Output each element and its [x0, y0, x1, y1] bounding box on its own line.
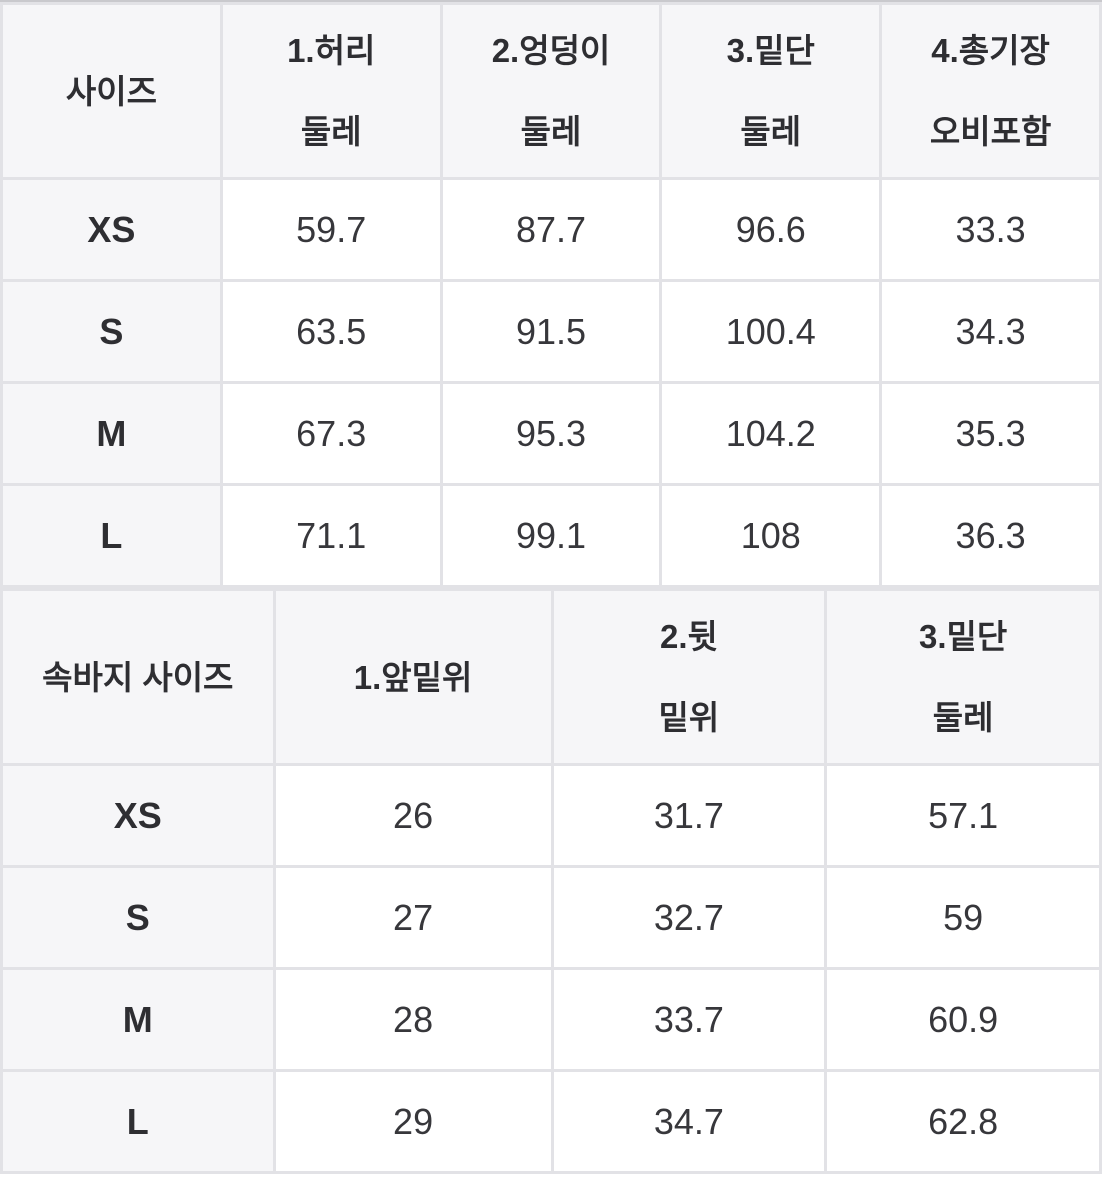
measurement-cell: 33.7: [550, 967, 828, 1072]
row-size-label: M: [0, 967, 276, 1072]
measurement-cell: 108: [659, 483, 883, 588]
row-size-label: M: [0, 381, 223, 486]
measurement-cell: 32.7: [550, 865, 828, 970]
measurement-cell: 60.9: [824, 967, 1102, 1072]
row-size-label: XS: [0, 177, 223, 282]
measurement-cell: 59.7: [219, 177, 443, 282]
measurement-cell: 99.1: [439, 483, 663, 588]
measurement-cell: 100.4: [659, 279, 883, 384]
table-row: S 63.5 91.5 100.4 34.3: [0, 279, 1102, 384]
inner-shorts-size-table: 속바지 사이즈 1.앞밑위 2.뒷 밑위 3.밑단 둘레 XS 26 31.7 …: [0, 588, 1102, 1174]
column-header-front-rise: 1.앞밑위: [272, 588, 554, 766]
measurement-cell: 96.6: [659, 177, 883, 282]
measurement-cell: 26: [272, 763, 554, 868]
measurement-cell: 63.5: [219, 279, 443, 384]
measurement-cell: 104.2: [659, 381, 883, 486]
column-header-hem: 3.밑단 둘레: [824, 588, 1102, 766]
main-header-row: 사이즈 1.허리 둘레 2.엉덩이 둘레 3.밑단 둘레 4.총기장 오비포함: [0, 2, 1102, 180]
column-header-inner-shorts-size: 속바지 사이즈: [0, 588, 276, 766]
table-row: L 29 34.7 62.8: [0, 1069, 1102, 1174]
row-size-label: XS: [0, 763, 276, 868]
table-row: M 67.3 95.3 104.2 35.3: [0, 381, 1102, 486]
row-size-label: S: [0, 279, 223, 384]
measurement-cell: 28: [272, 967, 554, 1072]
table-row: S 27 32.7 59: [0, 865, 1102, 970]
measurement-cell: 71.1: [219, 483, 443, 588]
table-row: L 71.1 99.1 108 36.3: [0, 483, 1102, 588]
column-header-back-rise: 2.뒷 밑위: [550, 588, 828, 766]
measurement-cell: 31.7: [550, 763, 828, 868]
measurement-cell: 67.3: [219, 381, 443, 486]
measurement-cell: 27: [272, 865, 554, 970]
measurement-cell: 95.3: [439, 381, 663, 486]
column-header-hem: 3.밑단 둘레: [659, 2, 883, 180]
main-size-table: 사이즈 1.허리 둘레 2.엉덩이 둘레 3.밑단 둘레 4.총기장 오비포함 …: [0, 2, 1102, 588]
measurement-cell: 91.5: [439, 279, 663, 384]
row-size-label: S: [0, 865, 276, 970]
measurement-cell: 33.3: [879, 177, 1102, 282]
measurement-cell: 35.3: [879, 381, 1102, 486]
table-row: XS 59.7 87.7 96.6 33.3: [0, 177, 1102, 282]
row-size-label: L: [0, 1069, 276, 1174]
table-row: XS 26 31.7 57.1: [0, 763, 1102, 868]
measurement-cell: 59: [824, 865, 1102, 970]
measurement-cell: 57.1: [824, 763, 1102, 868]
inner-shorts-header-row: 속바지 사이즈 1.앞밑위 2.뒷 밑위 3.밑단 둘레: [0, 588, 1102, 766]
table-row: M 28 33.7 60.9: [0, 967, 1102, 1072]
measurement-cell: 87.7: [439, 177, 663, 282]
column-header-hip: 2.엉덩이 둘레: [439, 2, 663, 180]
row-size-label: L: [0, 483, 223, 588]
column-header-waist: 1.허리 둘레: [219, 2, 443, 180]
measurement-cell: 34.7: [550, 1069, 828, 1174]
measurement-cell: 62.8: [824, 1069, 1102, 1174]
column-header-total-length: 4.총기장 오비포함: [879, 2, 1102, 180]
size-chart-page: 사이즈 1.허리 둘레 2.엉덩이 둘레 3.밑단 둘레 4.총기장 오비포함 …: [0, 0, 1102, 1174]
column-header-size: 사이즈: [0, 2, 223, 180]
measurement-cell: 36.3: [879, 483, 1102, 588]
measurement-cell: 34.3: [879, 279, 1102, 384]
measurement-cell: 29: [272, 1069, 554, 1174]
